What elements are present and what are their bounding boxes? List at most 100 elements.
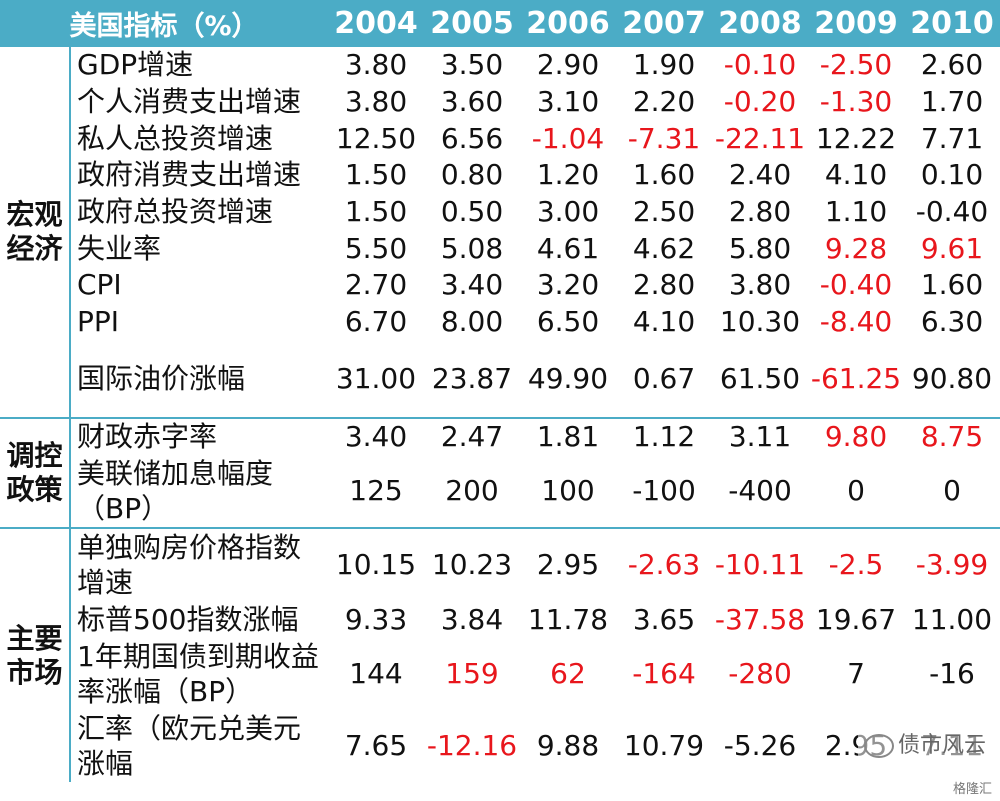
value-cell: 1.50	[344, 195, 408, 229]
value-cell: -1.04	[531, 121, 605, 155]
value-cell: -0.40	[915, 195, 989, 229]
year-header: 2004	[328, 0, 424, 47]
value-cell: 62	[550, 656, 586, 690]
value-cell: 31.00	[335, 361, 417, 395]
value-cell: 9.61	[920, 231, 984, 265]
value-cell: -61.25	[810, 361, 902, 395]
row-label: 1年期国债到期收益率涨幅（BP）	[77, 639, 319, 708]
value-cell: 1.50	[344, 158, 408, 192]
value-cell: -164	[632, 656, 696, 690]
value-cell: 2.40	[728, 158, 792, 192]
group-label: 调控政策	[0, 416, 71, 529]
value-cell: 1.70	[920, 85, 984, 119]
value-cell: 6.50	[536, 305, 600, 339]
source-text: 格隆汇	[952, 782, 992, 797]
table-row: 美联储加息幅度（BP） 125 200 100 -100 -400 0 0	[0, 455, 1000, 528]
value-cell: -280	[728, 656, 792, 690]
value-cell: 0	[943, 474, 961, 508]
value-cell: 3.00	[536, 195, 600, 229]
table-row: 失业率 5.50 5.08 4.61 4.62 5.80 9.28 9.61	[0, 230, 1000, 267]
year-header: 2009	[808, 0, 904, 47]
value-cell: -2.50	[819, 48, 893, 82]
table-row: 个人消费支出增速 3.80 3.60 3.10 2.20 -0.20 -1.30 1.70	[0, 84, 1000, 121]
value-cell: -2.5	[808, 527, 904, 602]
value-cell: 0.10	[920, 158, 984, 192]
value-cell: 3.10	[536, 85, 600, 119]
value-cell: 100	[541, 474, 595, 508]
year-header: 2005	[424, 0, 520, 47]
value-cell: 3.80	[344, 48, 408, 82]
value-cell: 11.78	[527, 602, 609, 636]
value-cell: 3.40	[328, 416, 424, 456]
source-mark: 格隆汇	[953, 778, 992, 797]
value-cell: 12.50	[335, 121, 417, 155]
value-cell: 3.20	[536, 268, 600, 302]
row-label: 标普500指数涨幅	[77, 602, 299, 636]
row-label: 个人消费支出增速	[77, 85, 302, 119]
row-label: 失业率	[77, 231, 162, 265]
watermark: 债市风云	[857, 725, 992, 761]
value-cell: 159	[445, 656, 499, 690]
value-cell: -0.10	[723, 48, 797, 82]
table-row: 政府消费支出增速 1.50 0.80 1.20 1.60 2.40 4.10 0.10	[0, 157, 1000, 194]
row-label: 国际油价涨幅	[77, 361, 246, 395]
wechat-icon	[863, 734, 894, 758]
value-cell: 6.56	[440, 121, 504, 155]
value-cell: 3.80	[344, 85, 408, 119]
header-row: 美国指标（%） 2004 2005 2006 2007 2008 2009 20…	[0, 0, 1000, 47]
value-cell: -2.63	[616, 527, 712, 602]
table-body: 宏观经济 GDP增速 3.80 3.50 2.90 1.90 -0.10 -2.50 2.60 个…	[0, 47, 1000, 782]
value-cell: 1.12	[616, 416, 712, 456]
value-cell: 3.50	[440, 48, 504, 82]
year-header: 2006	[520, 0, 616, 47]
value-cell: 9.80	[808, 416, 904, 456]
value-cell: 2.70	[344, 268, 408, 302]
watermark-text: 债市风云	[897, 733, 986, 758]
value-cell: 2.80	[728, 195, 792, 229]
value-cell: 6.30	[920, 305, 984, 339]
row-label: PPI	[77, 305, 120, 339]
value-cell: 3.84	[440, 602, 504, 636]
table-row: 政府总投资增速 1.50 0.50 3.00 2.50 2.80 1.10 -0.40	[0, 194, 1000, 231]
table-row: 国际油价涨幅 31.00 23.87 49.90 0.67 61.50 -61.25 90.8…	[0, 341, 1000, 418]
value-cell: 1.81	[520, 416, 616, 456]
table-row: 汇率（欧元兑美元涨幅7.65-12.169.8810.79-5.262.957.…	[0, 710, 1000, 782]
value-cell: 0.80	[440, 158, 504, 192]
table-row: 主要市场 单独购房价格指数增速 10.15 10.23 2.95 -2.63 -10.11-…	[0, 527, 1000, 782]
header-label: 美国指标（%）	[0, 0, 328, 47]
value-cell: 4.62	[632, 231, 696, 265]
value-cell: 7.71	[920, 121, 984, 155]
value-cell: 125	[349, 474, 403, 508]
value-cell: -3.99	[904, 527, 1000, 602]
table-row: CPI 2.70 3.40 3.20 2.80 3.80 -0.40 1.60	[0, 267, 1000, 304]
row-label: 美联储加息幅度（BP）	[77, 457, 274, 526]
value-cell: 3.40	[440, 268, 504, 302]
value-cell: 5.50	[344, 231, 408, 265]
value-cell: 7.65	[344, 728, 408, 762]
row-label: GDP增速	[77, 48, 194, 82]
value-cell: -16	[929, 656, 975, 690]
year-header: 2010	[904, 0, 1000, 47]
value-cell: -0.40	[819, 268, 893, 302]
value-cell: 2.90	[536, 48, 600, 82]
value-cell: 61.50	[719, 361, 801, 395]
value-cell: 1.60	[632, 158, 696, 192]
value-cell: -37.58	[714, 602, 806, 636]
group-label: 宏观经济	[0, 47, 71, 418]
value-cell: 1.10	[824, 195, 888, 229]
value-cell: -5.26	[723, 728, 797, 762]
value-cell: 8.75	[904, 416, 1000, 456]
table-row: 标普500指数涨幅 9.33 3.84 11.78 3.65 -37.58 19.67 11.…	[0, 601, 1000, 638]
value-cell: -12.16	[426, 728, 518, 762]
year-header: 2007	[616, 0, 712, 47]
value-cell: -100	[632, 474, 696, 508]
value-cell: 2.95	[520, 527, 616, 602]
row-label: 私人总投资增速	[77, 121, 274, 155]
value-cell: 3.60	[440, 85, 504, 119]
value-cell: -0.20	[723, 85, 797, 119]
table-row: 宏观经济 GDP增速 3.80 3.50 2.90 1.90 -0.10 -2.50 2.60	[0, 47, 1000, 418]
value-cell: -1.30	[819, 85, 893, 119]
value-cell: 9.33	[344, 602, 408, 636]
value-cell: 0.50	[440, 195, 504, 229]
value-cell: -10.11	[712, 527, 808, 602]
